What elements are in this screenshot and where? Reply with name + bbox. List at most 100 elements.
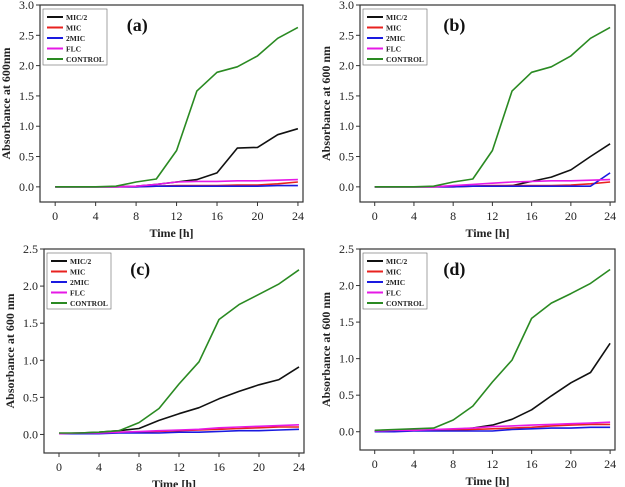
y-tick-label: 1.0 — [339, 119, 354, 133]
x-tick-label: 8 — [450, 209, 456, 223]
x-tick-label: 24 — [604, 457, 616, 471]
x-tick-label: 16 — [526, 209, 538, 223]
plot-frame — [359, 248, 616, 451]
x-tick-label: 16 — [213, 460, 225, 474]
y-tick-label: 0.5 — [339, 150, 354, 164]
legend-label: MIC — [386, 268, 401, 277]
y-tick-label: 2.5 — [23, 242, 38, 256]
x-tick-label: 24 — [604, 209, 616, 223]
x-tick-label: 16 — [526, 457, 538, 471]
y-tick-label: 1.0 — [339, 352, 354, 366]
y-tick-label: 2.5 — [19, 28, 34, 42]
x-tick-label: 16 — [211, 209, 223, 223]
legend-label: CONTROL — [386, 55, 424, 64]
panel-c: 0 4 8 12 16 20 24 0.0 0.5 1.0 1.5 2.0 2.5 Time [h] Abs… — [3, 242, 305, 487]
y-tick-label: 2.5 — [339, 28, 354, 42]
legend-label: CONTROL — [70, 299, 108, 308]
legend-label: MIC/2 — [70, 257, 91, 266]
y-axis-title: Absorbance at 600 nm — [319, 292, 333, 407]
series-line-flc — [374, 421, 611, 432]
x-tick-label: 8 — [450, 457, 456, 471]
x-tick-label: 0 — [56, 460, 62, 474]
x-tick-label: 0 — [372, 457, 378, 471]
x-axis-title: Time [h] — [465, 474, 509, 487]
x-tick-label: 12 — [173, 460, 185, 474]
x-tick-label: 12 — [486, 209, 498, 223]
x-tick-label: 8 — [133, 209, 139, 223]
series-line-control — [374, 268, 611, 432]
y-tick-label: 1.0 — [23, 353, 38, 367]
x-tick-label: 0 — [372, 209, 378, 223]
x-tick-label: 20 — [565, 457, 577, 471]
series-line-control — [59, 269, 300, 434]
y-tick-label: 3.0 — [19, 0, 34, 12]
legend-label: MIC/2 — [386, 13, 407, 22]
x-tick-label: 4 — [411, 209, 417, 223]
legend-label: MIC — [66, 24, 81, 33]
y-axis-title: Absorbance at 600 nm — [3, 293, 17, 408]
plot-frame — [43, 248, 305, 454]
y-tick-label: 0.0 — [339, 425, 354, 439]
x-tick-label: 0 — [52, 209, 58, 223]
y-tick-label: 0.5 — [19, 150, 34, 164]
plot-frame — [359, 4, 616, 203]
y-tick-label: 2.0 — [339, 279, 354, 293]
x-tick-label: 4 — [96, 460, 102, 474]
y-tick-label: 0.0 — [23, 427, 38, 441]
series-line-mic-2 — [58, 366, 300, 435]
panel-label: (d) — [443, 259, 465, 280]
y-tick-label: 2.5 — [339, 242, 354, 256]
series-line-mic-2 — [55, 127, 299, 188]
x-tick-label: 4 — [411, 457, 417, 471]
legend-label: FLC — [386, 45, 401, 54]
y-tick-label: 0.5 — [23, 390, 38, 404]
y-tick-label: 2.0 — [339, 59, 354, 73]
y-axis-title: Absorbance at 600nm — [0, 47, 13, 159]
x-tick-label: 20 — [253, 460, 265, 474]
y-tick-label: 1.5 — [339, 315, 354, 329]
y-tick-label: 2.0 — [19, 59, 34, 73]
y-tick-label: 1.5 — [23, 316, 38, 330]
legend-label: 2MIC — [386, 278, 405, 287]
series-line-mic-2 — [374, 342, 611, 432]
x-tick-label: 20 — [251, 209, 263, 223]
panel-label: (c) — [130, 259, 150, 280]
x-axis-title: Time [h] — [465, 226, 509, 240]
y-tick-label: 1.0 — [19, 119, 34, 133]
x-tick-label: 24 — [292, 209, 304, 223]
y-tick-label: 2.0 — [23, 279, 38, 293]
y-tick-label: 1.5 — [19, 89, 34, 103]
series-line-control — [374, 26, 611, 188]
x-tick-label: 12 — [171, 209, 183, 223]
y-tick-label: 0.5 — [339, 388, 354, 402]
panel-label: (b) — [443, 15, 465, 36]
y-tick-label: 1.5 — [339, 89, 354, 103]
legend-label: FLC — [70, 289, 85, 298]
x-tick-label: 24 — [293, 460, 305, 474]
legend-label: MIC — [70, 268, 85, 277]
legend-label: 2MIC — [386, 34, 405, 43]
legend-label: CONTROL — [386, 299, 424, 308]
legend-label: FLC — [66, 45, 81, 54]
y-axis-title: Absorbance at 600 nm — [319, 46, 333, 161]
legend-label: MIC/2 — [66, 13, 87, 22]
x-tick-label: 4 — [93, 209, 99, 223]
legend-label: 2MIC — [70, 278, 89, 287]
x-tick-label: 12 — [486, 457, 498, 471]
legend-label: FLC — [386, 289, 401, 298]
y-tick-label: 0.0 — [339, 180, 354, 194]
x-axis-title: Time [h] — [152, 477, 196, 487]
x-tick-label: 8 — [136, 460, 142, 474]
y-tick-label: 3.0 — [339, 0, 354, 12]
panel-a: 0 4 8 12 16 20 24 0.0 0.5 1.0 1.5 2.0 2.5 3.0 Time [h]… — [0, 0, 304, 240]
panel-b: 0 4 8 12 16 20 24 0.0 0.5 1.0 1.5 2.0 2.5 3.0 Time [h]… — [319, 0, 616, 240]
x-tick-label: 20 — [565, 209, 577, 223]
legend-label: CONTROL — [66, 55, 104, 64]
panel-d: 0 4 8 12 16 20 24 0.0 0.5 1.0 1.5 2.0 2.5 Time [h] Abs… — [319, 242, 616, 487]
legend-label: MIC/2 — [386, 257, 407, 266]
x-axis-title: Time [h] — [149, 226, 193, 240]
legend-label: 2MIC — [66, 34, 85, 43]
y-tick-label: 0.0 — [19, 180, 34, 194]
plot-frame — [39, 4, 304, 203]
